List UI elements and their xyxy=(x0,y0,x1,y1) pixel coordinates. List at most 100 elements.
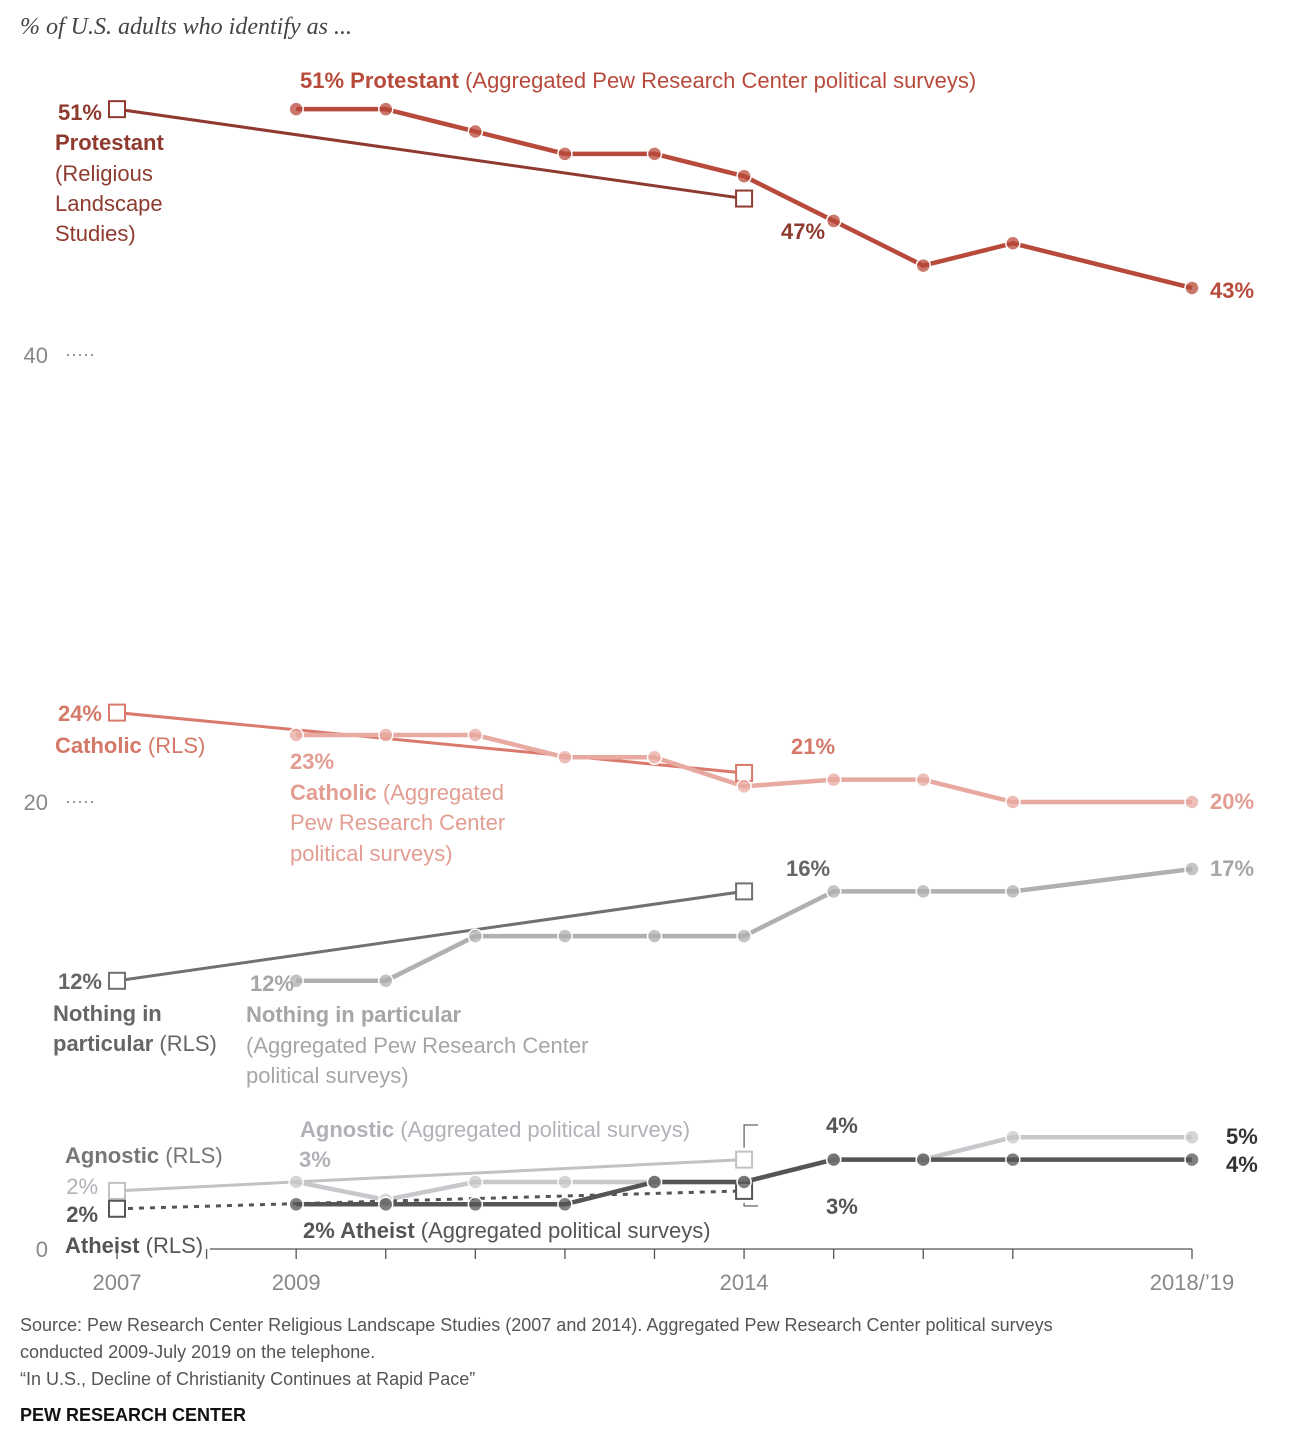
label-atheist-rls-part: (RLS) xyxy=(140,1233,204,1258)
label-nothing-rls-line2-part: (RLS) xyxy=(153,1031,217,1056)
label-catholic-rls-end-part: 21% xyxy=(791,734,835,759)
label-catholic-aggregated: Catholic (Aggregated xyxy=(290,780,504,805)
label-agnostic-rls-start-part: 2% xyxy=(66,1174,98,1199)
label-protestant-rls-start: 51% xyxy=(58,100,102,125)
series-lines xyxy=(116,106,1193,1211)
label-protestant-rls-end-part: 47% xyxy=(781,219,825,244)
point-agnostic_agg xyxy=(467,1174,484,1190)
label-agnostic-rls: Agnostic (RLS) xyxy=(65,1143,223,1168)
x-tick-label: 2014 xyxy=(720,1270,769,1295)
label-catholic-rls: Catholic (RLS) xyxy=(55,733,205,758)
label-protestant-rls-end: 47% xyxy=(781,219,825,244)
label-nothing-aggregated-start: 12% xyxy=(250,971,294,996)
point-agnostic_agg xyxy=(1005,1129,1021,1145)
label-nothing-rls-end-part: 16% xyxy=(786,856,830,881)
label-atheist-rls: Atheist (RLS) xyxy=(65,1233,203,1258)
point-nothing_agg xyxy=(1184,861,1200,877)
point-atheist_agg xyxy=(646,1174,663,1190)
label-catholic-aggregated-line4-part: political surveys) xyxy=(290,841,453,866)
label-agnostic-aggregated-start: 3% xyxy=(299,1147,331,1172)
label-nothing-rls-line1: Nothing in xyxy=(53,1001,162,1026)
point-nothing_rls xyxy=(108,971,126,990)
point-agnostic_rls xyxy=(735,1150,754,1169)
label-protestant-aggregated-end-part: 43% xyxy=(1210,278,1254,303)
x-tick-label: 2007 xyxy=(93,1270,142,1295)
point-protestant_agg xyxy=(557,146,573,162)
label-protestant-rls-line3-part: Landscape xyxy=(55,191,163,216)
label-nothing-rls-end: 16% xyxy=(786,856,830,881)
point-agnostic_agg xyxy=(1184,1129,1200,1145)
point-protestant_agg xyxy=(378,101,394,117)
point-catholic_agg xyxy=(825,771,842,788)
chart-subtitle: % of U.S. adults who identify as ... xyxy=(20,14,352,40)
point-catholic_agg xyxy=(1184,794,1200,810)
point-catholic_agg xyxy=(736,778,752,795)
label-atheist-aggregated-part: (Aggregated political surveys) xyxy=(415,1218,711,1243)
label-catholic-aggregated-start: 23% xyxy=(290,749,334,774)
y-tick-label: 20 xyxy=(24,790,48,815)
label-nothing-rls-line1-part: Nothing in xyxy=(53,1001,162,1026)
y-tick-label: 40 xyxy=(24,343,48,368)
x-tick-label: 2018/’19 xyxy=(1150,1270,1234,1295)
leader-agnostic-2014 xyxy=(743,1124,759,1148)
label-nothing-rls-start-part: 12% xyxy=(58,969,102,994)
point-nothing_agg xyxy=(288,973,304,989)
point-atheist_rls xyxy=(108,1199,126,1218)
point-protestant_rls xyxy=(108,100,126,119)
label-protestant-rls-line4-part: Studies) xyxy=(55,221,136,246)
leader-atheist-2014 xyxy=(743,1202,759,1207)
report-title: “In U.S., Decline of Christianity Contin… xyxy=(20,1369,476,1389)
point-nothing_agg xyxy=(1005,883,1021,900)
label-catholic-aggregated-end: 20% xyxy=(1210,789,1254,814)
point-atheist_agg xyxy=(1184,1151,1200,1168)
point-atheist_agg xyxy=(557,1196,573,1213)
label-catholic-rls-part: Catholic xyxy=(55,733,142,758)
source-line-2: conducted 2009-July 2019 on the telephon… xyxy=(20,1342,376,1362)
series-line-agnostic_rls xyxy=(116,1158,745,1193)
label-nothing-rls-line2-part: particular xyxy=(53,1031,154,1056)
label-atheist-aggregated-part: 2% Atheist xyxy=(303,1218,415,1243)
label-atheist-rls-start: 2% xyxy=(66,1202,98,1227)
point-atheist_agg xyxy=(825,1151,842,1168)
label-nothing-aggregated-line2-part: (Aggregated Pew Research Center xyxy=(246,1033,588,1058)
point-catholic_agg xyxy=(646,749,663,766)
label-catholic-rls-start-part: 24% xyxy=(58,701,102,726)
label-agnostic-rls-2014: 4% xyxy=(826,1113,858,1138)
label-nothing-aggregated-start-part: 12% xyxy=(250,971,294,996)
label-agnostic-rls-part: (RLS) xyxy=(159,1143,223,1168)
label-agnostic-aggregated: Agnostic (Aggregated political surveys) xyxy=(300,1117,690,1142)
label-nothing-rls-start: 12% xyxy=(58,969,102,994)
point-atheist_agg xyxy=(915,1151,931,1168)
point-atheist_agg xyxy=(378,1196,394,1213)
annotations: 51% Protestant (Aggregated Pew Research … xyxy=(53,68,1258,1258)
label-catholic-aggregated-part: (Aggregated xyxy=(377,780,504,805)
label-nothing-aggregated-line1-part: Nothing in particular xyxy=(246,1002,462,1027)
label-catholic-aggregated-line3-part: Pew Research Center xyxy=(290,810,505,835)
point-protestant_agg xyxy=(288,101,304,117)
label-agnostic-aggregated-end: 5% xyxy=(1226,1124,1258,1149)
point-catholic_agg xyxy=(288,727,304,743)
axes: 2007 2009 2014 2018/’19 0 20 40 xyxy=(24,343,1235,1295)
label-protestant-rls-line4: Studies) xyxy=(55,221,136,246)
label-catholic-aggregated-part: Catholic xyxy=(290,780,377,805)
label-atheist-aggregated-end: 4% xyxy=(1226,1152,1258,1177)
label-protestant-rls-line2: (Religious xyxy=(55,161,153,186)
point-nothing_agg xyxy=(467,928,484,944)
point-atheist_agg xyxy=(288,1196,304,1213)
x-tick-label: 2009 xyxy=(272,1270,321,1295)
label-atheist-rls-2014-part: 3% xyxy=(826,1194,858,1219)
label-nothing-aggregated-line1: Nothing in particular xyxy=(246,1002,462,1027)
label-protestant-aggregated: 51% Protestant (Aggregated Pew Research … xyxy=(300,68,976,93)
label-protestant-aggregated-part: 51% Protestant xyxy=(300,68,460,93)
point-nothing_agg xyxy=(915,883,931,900)
point-protestant_agg xyxy=(646,146,663,162)
point-atheist_agg xyxy=(736,1174,752,1190)
point-nothing_agg xyxy=(378,973,394,989)
label-agnostic-aggregated-end-part: 5% xyxy=(1226,1124,1258,1149)
point-catholic_rls xyxy=(735,763,754,782)
point-protestant_agg xyxy=(915,257,931,274)
label-agnostic-rls-2014-part: 4% xyxy=(826,1113,858,1138)
series-line-catholic_agg xyxy=(296,732,1192,805)
label-protestant-rls-line3: Landscape xyxy=(55,191,163,216)
